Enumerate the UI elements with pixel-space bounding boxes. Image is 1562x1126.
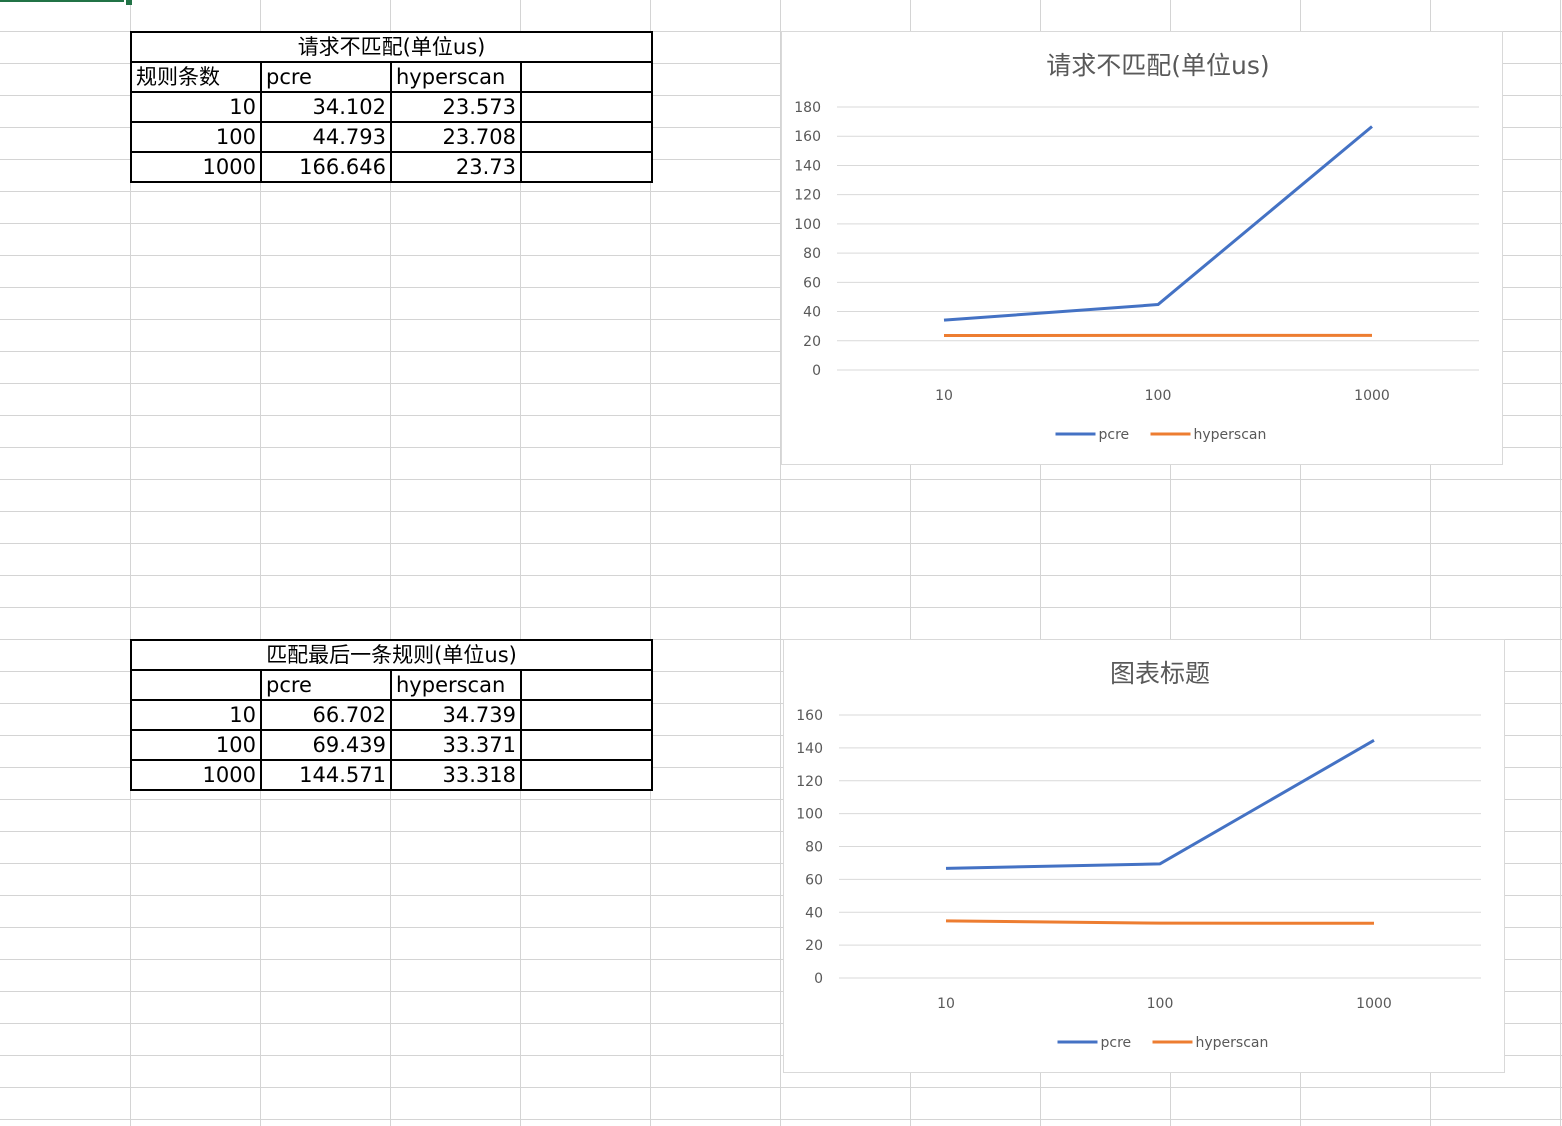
fill-handle[interactable] bbox=[126, 0, 132, 5]
y-tick-label: 140 bbox=[796, 741, 823, 757]
x-tick-label: 1000 bbox=[1356, 996, 1392, 1012]
y-tick-label: 100 bbox=[794, 217, 821, 233]
rule-count-cell[interactable]: 1000 bbox=[130, 151, 262, 183]
table-title[interactable]: 请求不匹配(单位us) bbox=[129, 31, 654, 63]
x-tick-label: 1000 bbox=[1354, 388, 1390, 404]
y-tick-label: 140 bbox=[794, 158, 821, 174]
hyperscan-cell[interactable]: 23.73 bbox=[390, 151, 522, 183]
empty-cell[interactable] bbox=[519, 121, 654, 153]
y-tick-label: 40 bbox=[803, 305, 821, 321]
y-tick-label: 60 bbox=[805, 872, 823, 888]
y-tick-label: 100 bbox=[796, 807, 823, 823]
x-tick-label: 100 bbox=[1145, 388, 1172, 404]
chart-canvas: 请求不匹配(单位us) 0 20 40 60 80 100 120 140 160 180 10 100… bbox=[794, 51, 1479, 443]
hyperscan-cell[interactable]: 33.371 bbox=[390, 729, 522, 761]
legend-label: pcre bbox=[1101, 1035, 1132, 1051]
header-cell[interactable] bbox=[130, 669, 262, 701]
table-row: 1000 166.646 23.73 bbox=[130, 151, 654, 183]
x-tick-label: 10 bbox=[937, 996, 955, 1012]
y-tick-label: 20 bbox=[803, 334, 821, 350]
empty-cell[interactable] bbox=[519, 151, 654, 183]
series-line-pcre bbox=[945, 739, 1375, 870]
table-match-last-rule: 匹配最后一条规则(单位us) pcre hyperscan 10 66.702 … bbox=[129, 639, 654, 791]
legend-label: hyperscan bbox=[1196, 1035, 1269, 1051]
hyperscan-cell[interactable]: 34.739 bbox=[390, 699, 522, 731]
y-tick-label: 20 bbox=[805, 938, 823, 954]
chart-title: 请求不匹配(单位us) bbox=[1046, 51, 1269, 80]
line-chart-request-mismatch[interactable]: 请求不匹配(单位us) 0 20 40 60 80 100 120 140 160 180 10 100… bbox=[781, 31, 1503, 465]
y-tick-label: 160 bbox=[796, 708, 823, 724]
table-header-row: pcre hyperscan bbox=[130, 669, 654, 701]
header-cell[interactable] bbox=[519, 669, 654, 701]
pcre-cell[interactable]: 66.702 bbox=[260, 699, 392, 731]
y-tick-label: 0 bbox=[814, 971, 823, 987]
table-request-mismatch: 请求不匹配(单位us) 规则条数 pcre hyperscan 10 34.10… bbox=[129, 31, 654, 183]
header-cell[interactable]: 规则条数 bbox=[130, 61, 262, 93]
y-tick-label: 80 bbox=[805, 840, 823, 856]
header-cell[interactable]: hyperscan bbox=[390, 61, 522, 93]
table-row: 100 69.439 33.371 bbox=[130, 729, 654, 761]
pcre-cell[interactable]: 144.571 bbox=[260, 759, 392, 791]
chart-canvas: 图表标题 0 20 40 60 80 100 120 140 160 10 100 1000 pcre hy… bbox=[796, 659, 1481, 1051]
chart-title: 图表标题 bbox=[1110, 659, 1210, 688]
header-cell[interactable]: pcre bbox=[260, 669, 392, 701]
pcre-cell[interactable]: 69.439 bbox=[260, 729, 392, 761]
header-cell[interactable] bbox=[519, 61, 654, 93]
x-tick-label: 100 bbox=[1147, 996, 1174, 1012]
line-chart-match-last-rule[interactable]: 图表标题 0 20 40 60 80 100 120 140 160 10 100 1000 pcre hy… bbox=[783, 639, 1505, 1073]
rule-count-cell[interactable]: 100 bbox=[130, 729, 262, 761]
table-row: 100 44.793 23.708 bbox=[130, 121, 654, 153]
y-tick-label: 120 bbox=[796, 774, 823, 790]
header-cell[interactable]: pcre bbox=[260, 61, 392, 93]
y-tick-label: 40 bbox=[805, 905, 823, 921]
hyperscan-cell[interactable]: 23.708 bbox=[390, 121, 522, 153]
y-tick-label: 80 bbox=[803, 246, 821, 262]
pcre-cell[interactable]: 166.646 bbox=[260, 151, 392, 183]
rule-count-cell[interactable]: 100 bbox=[130, 121, 262, 153]
table-row: 10 34.102 23.573 bbox=[130, 91, 654, 123]
y-tick-label: 120 bbox=[794, 188, 821, 204]
y-tick-label: 160 bbox=[794, 129, 821, 145]
y-tick-label: 60 bbox=[803, 275, 821, 291]
empty-cell[interactable] bbox=[519, 759, 654, 791]
series-line-hyperscan bbox=[945, 919, 1375, 925]
empty-cell[interactable] bbox=[519, 91, 654, 123]
table-title[interactable]: 匹配最后一条规则(单位us) bbox=[129, 639, 654, 671]
table-header-row: 规则条数 pcre hyperscan bbox=[130, 61, 654, 93]
header-cell[interactable]: hyperscan bbox=[390, 669, 522, 701]
legend-label: hyperscan bbox=[1194, 427, 1267, 443]
y-tick-label: 0 bbox=[812, 363, 821, 379]
pcre-cell[interactable]: 34.102 bbox=[260, 91, 392, 123]
series-line-pcre bbox=[943, 125, 1373, 322]
table-row: 10 66.702 34.739 bbox=[130, 699, 654, 731]
y-tick-label: 180 bbox=[794, 100, 821, 116]
table-row: 1000 144.571 33.318 bbox=[130, 759, 654, 791]
empty-cell[interactable] bbox=[519, 729, 654, 761]
active-cell-indicator bbox=[0, 0, 124, 2]
rule-count-cell[interactable]: 1000 bbox=[130, 759, 262, 791]
x-tick-label: 10 bbox=[935, 388, 953, 404]
empty-cell[interactable] bbox=[519, 699, 654, 731]
rule-count-cell[interactable]: 10 bbox=[130, 91, 262, 123]
hyperscan-cell[interactable]: 33.318 bbox=[390, 759, 522, 791]
pcre-cell[interactable]: 44.793 bbox=[260, 121, 392, 153]
rule-count-cell[interactable]: 10 bbox=[130, 699, 262, 731]
hyperscan-cell[interactable]: 23.573 bbox=[390, 91, 522, 123]
legend-label: pcre bbox=[1099, 427, 1130, 443]
